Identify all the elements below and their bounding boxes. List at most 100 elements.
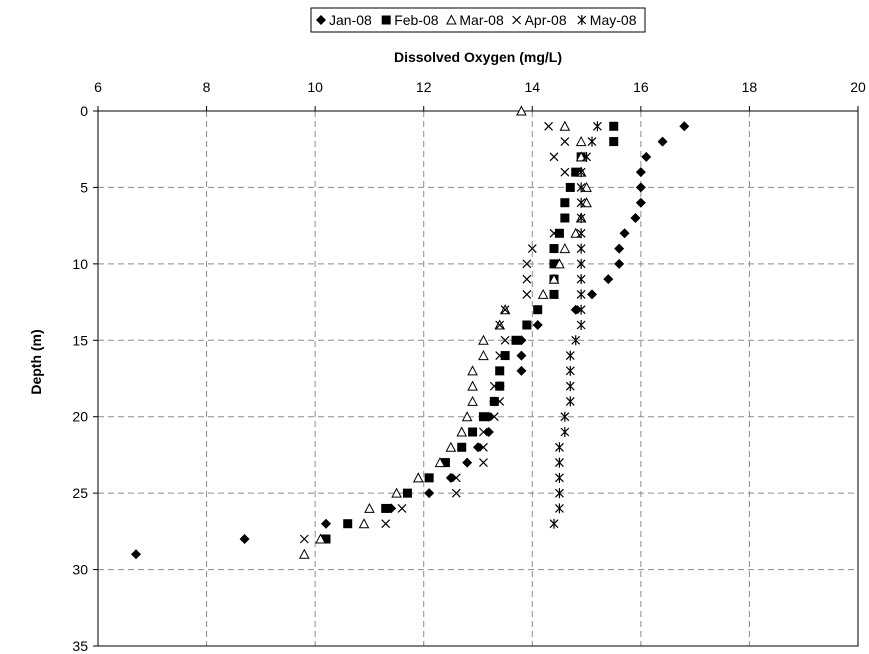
series-may-08: [549, 121, 602, 529]
data-point: [131, 549, 141, 560]
y-tick-label: 35: [72, 638, 88, 654]
data-point: [440, 458, 450, 468]
data-point: [581, 197, 592, 208]
data-point: [560, 167, 570, 177]
data-point: [679, 121, 690, 132]
legend-marker: [577, 15, 587, 25]
data-point: [582, 151, 591, 162]
x-tick-label: 12: [416, 79, 432, 95]
y-tick-label: 10: [72, 256, 88, 272]
data-point: [445, 441, 457, 452]
data-point: [424, 473, 434, 483]
legend: Jan-08 Feb-08 Mar-08 Apr-08 May-08: [310, 7, 646, 33]
data-point: [516, 105, 527, 116]
data-point: [478, 412, 488, 422]
data-point: [402, 488, 412, 498]
data-point: [554, 228, 564, 238]
data-point: [554, 258, 565, 269]
data-point: [555, 503, 564, 514]
data-point: [511, 335, 521, 345]
data-point: [239, 534, 250, 544]
data-point: [555, 457, 564, 468]
legend-marker: [446, 14, 457, 25]
data-point: [533, 305, 543, 315]
data-point: [555, 442, 564, 453]
data-point: [565, 396, 575, 407]
data-point: [576, 167, 586, 178]
legend-marker: [512, 15, 522, 25]
data-point: [555, 488, 564, 499]
legend-label: Jan-08: [329, 12, 372, 28]
x-tick-label: 14: [524, 79, 540, 95]
data-point: [593, 121, 602, 132]
legend-label: Apr-08: [525, 12, 567, 28]
data-point: [576, 320, 586, 330]
data-point: [412, 472, 424, 483]
data-point: [516, 350, 527, 361]
data-point: [576, 274, 586, 285]
data-point: [381, 519, 391, 529]
data-point: [457, 442, 467, 452]
data-point: [500, 305, 510, 315]
data-point: [467, 395, 478, 406]
data-point: [343, 519, 353, 529]
data-point: [609, 121, 619, 131]
data-point: [548, 273, 560, 284]
x-tick-label: 16: [633, 79, 649, 95]
data-point: [495, 351, 505, 360]
data-point: [576, 197, 586, 208]
data-point: [522, 320, 532, 330]
data-point: [560, 198, 570, 208]
data-point: [565, 183, 575, 192]
data-point: [468, 427, 478, 437]
data-point: [575, 136, 587, 147]
y-tick-label: 20: [72, 409, 88, 425]
data-point: [478, 350, 489, 361]
data-point: [495, 320, 505, 330]
data-point: [635, 182, 646, 193]
data-point: [575, 151, 587, 162]
y-tick-label: 15: [72, 332, 88, 348]
x-tick-label: 20: [850, 79, 866, 95]
data-point: [576, 182, 586, 193]
data-point: [478, 334, 489, 345]
data-point: [451, 488, 461, 498]
data-point: [500, 351, 510, 361]
data-point: [461, 411, 473, 422]
data-point: [635, 197, 646, 208]
legend-marker: [316, 15, 326, 25]
data-point: [549, 244, 559, 254]
data-point: [555, 472, 564, 483]
data-point: [315, 533, 326, 544]
data-point: [549, 259, 559, 269]
data-point: [391, 487, 402, 498]
data-point: [614, 243, 625, 254]
data-point: [549, 518, 559, 529]
data-point: [581, 181, 592, 192]
data-point: [635, 167, 646, 178]
data-point: [570, 227, 582, 238]
legend-box: [310, 7, 646, 33]
data-point: [489, 381, 499, 391]
data-point: [495, 381, 505, 391]
data-point: [495, 397, 505, 406]
x-tick-label: 10: [307, 79, 323, 95]
y-tick-label: 25: [72, 485, 88, 501]
plot-area: [97, 110, 859, 647]
data-point: [560, 427, 570, 437]
y-tick-label: 0: [80, 103, 88, 119]
data-point: [587, 289, 597, 300]
data-point: [619, 228, 630, 239]
data-point: [630, 213, 641, 223]
y-tick-label: 30: [72, 562, 88, 578]
data-point: [537, 288, 549, 299]
data-point: [516, 365, 527, 376]
data-point: [565, 381, 575, 392]
data-points: [131, 105, 690, 560]
legend-label: Feb-08: [394, 12, 439, 28]
x-tick-label: 18: [742, 79, 758, 95]
data-point: [565, 350, 575, 361]
data-point: [434, 457, 446, 468]
data-point: [565, 365, 575, 376]
